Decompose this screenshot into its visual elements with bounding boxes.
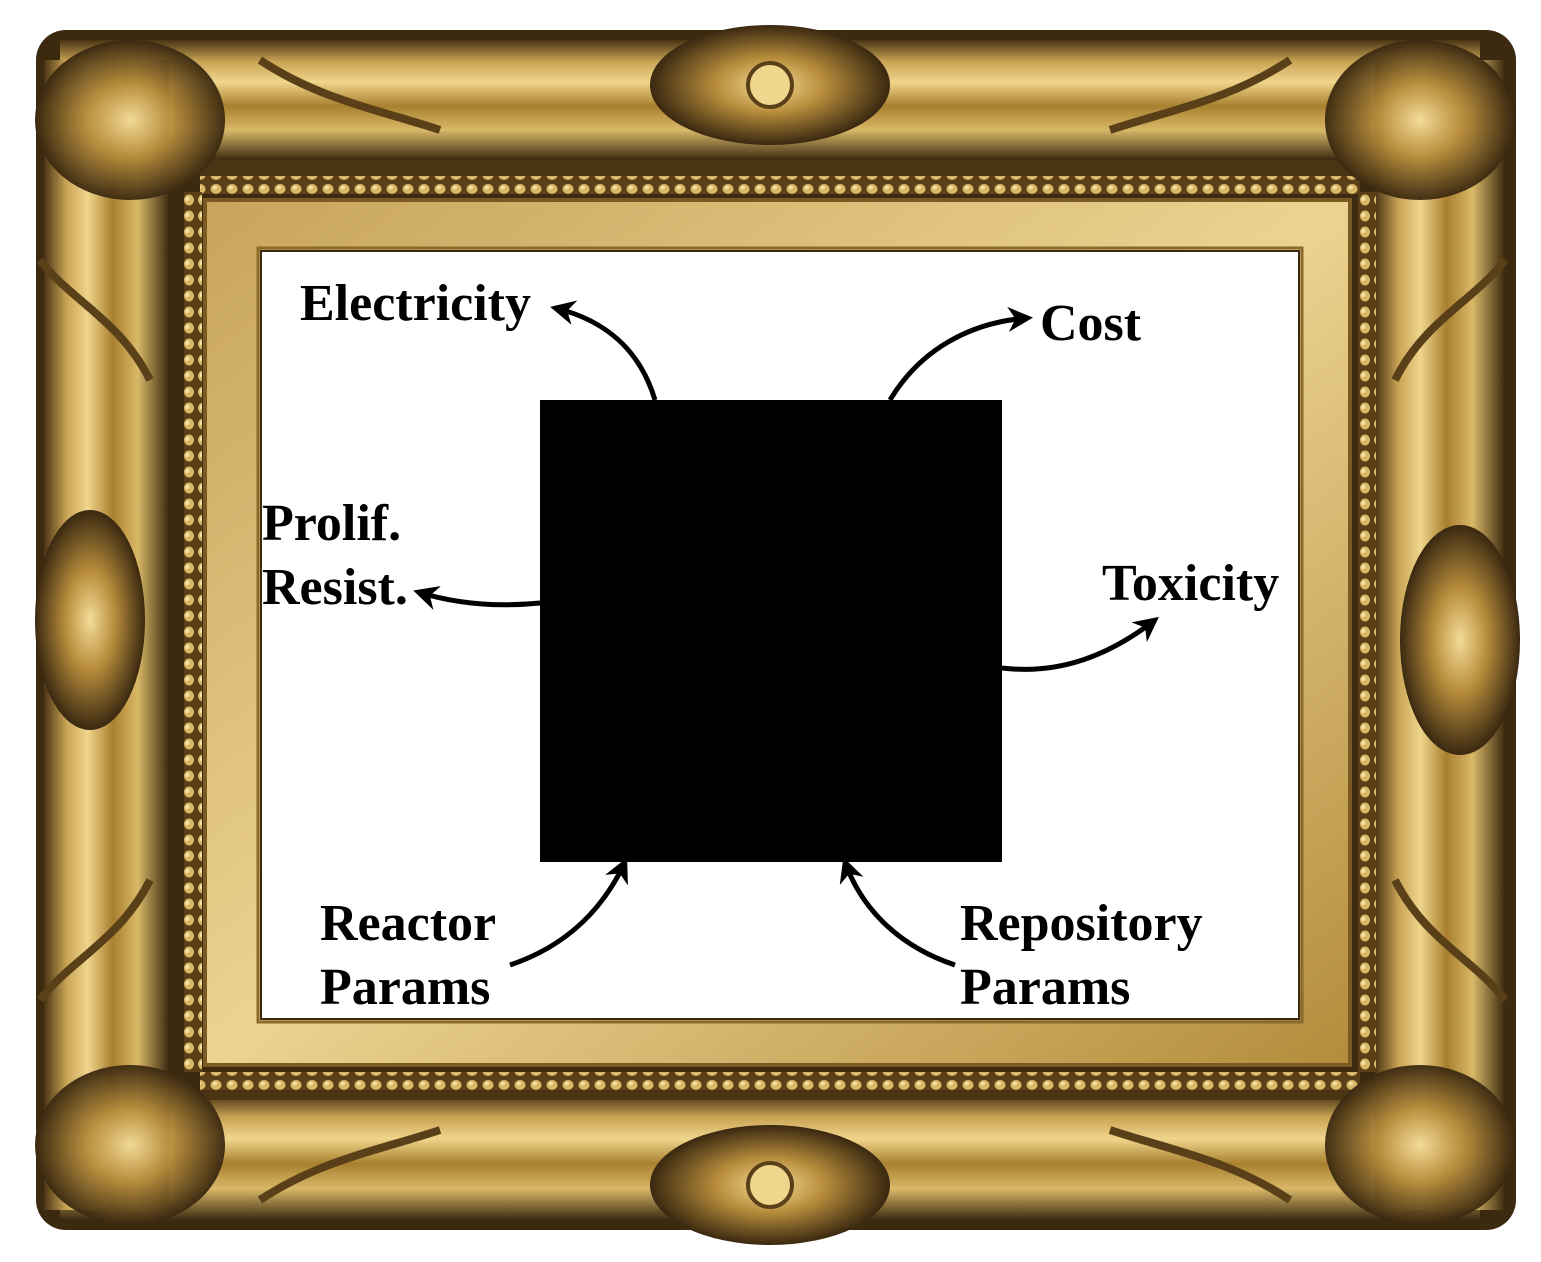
- toxicity-text: Toxicity: [1102, 555, 1280, 612]
- resist-text: Resist.: [262, 559, 408, 616]
- label-prolif-resist: Prolif. Resist.: [262, 492, 408, 620]
- prolif-text: Prolif.: [262, 495, 402, 552]
- black-box-model: [540, 400, 1002, 862]
- repository-text: Repository: [960, 895, 1203, 952]
- label-cost: Cost: [1040, 292, 1141, 356]
- label-toxicity: Toxicity: [1102, 552, 1279, 616]
- arrow-to-toxicity: [1001, 616, 1159, 672]
- label-reactor-params: Reactor Params: [320, 892, 496, 1020]
- arrow-from-reactor-params: [509, 857, 628, 968]
- electricity-text: Electricity: [300, 275, 531, 332]
- arrow-to-cost: [887, 306, 1033, 402]
- arrow-to-electricity: [550, 300, 658, 401]
- arrow-from-repository-params: [839, 857, 956, 968]
- arrow-to-prolif-resist: [413, 586, 541, 610]
- cost-text: Cost: [1040, 295, 1142, 352]
- label-repository-params: Repository Params: [960, 892, 1203, 1020]
- repository-params-text: Params: [960, 959, 1131, 1016]
- reactor-params-text: Params: [320, 959, 491, 1016]
- reactor-text: Reactor: [320, 895, 497, 952]
- label-electricity: Electricity: [300, 272, 531, 336]
